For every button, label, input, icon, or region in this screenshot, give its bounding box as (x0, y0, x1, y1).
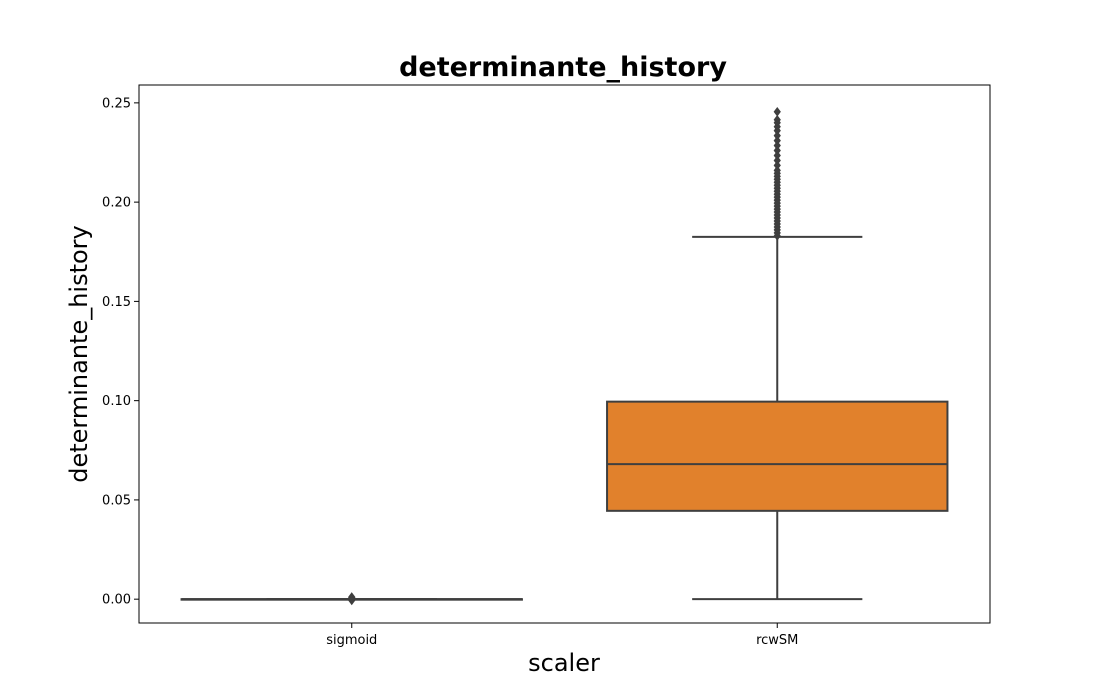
x-axis-label: scaler (528, 649, 600, 677)
x-axis: sigmoid rcwSM (326, 623, 798, 648)
x-tick-label: rcwSM (756, 633, 798, 648)
box-group-rcwSM (606, 106, 949, 601)
box-group-sigmoid (180, 592, 523, 606)
y-tick-label: 0.25 (102, 96, 131, 111)
y-axis-label: determinante_history (65, 225, 93, 483)
outlier-point (773, 114, 781, 125)
box-body (606, 400, 949, 512)
outlier-point (773, 130, 781, 141)
outlier-point (773, 155, 781, 166)
outlier-point (773, 140, 781, 151)
plot-frame (138, 84, 991, 624)
outlier-point (773, 160, 781, 171)
y-tick-label: 0.10 (102, 394, 131, 409)
plot-area (180, 106, 949, 606)
y-tick-label: 0.05 (102, 493, 131, 508)
outlier-point (773, 145, 781, 156)
outlier-point (773, 150, 781, 161)
outlier-point (773, 135, 781, 146)
outlier-point (773, 106, 781, 117)
x-tick-label: sigmoid (326, 633, 377, 648)
y-axis: 0.00 0.05 0.10 0.15 0.20 0.25 (102, 96, 139, 608)
outlier-point (348, 595, 356, 606)
y-tick-label: 0.00 (102, 593, 131, 608)
outlier-point (773, 165, 781, 176)
y-tick-label: 0.20 (102, 196, 131, 211)
chart-title: determinante_history (399, 52, 727, 83)
y-tick-label: 0.15 (102, 295, 131, 310)
